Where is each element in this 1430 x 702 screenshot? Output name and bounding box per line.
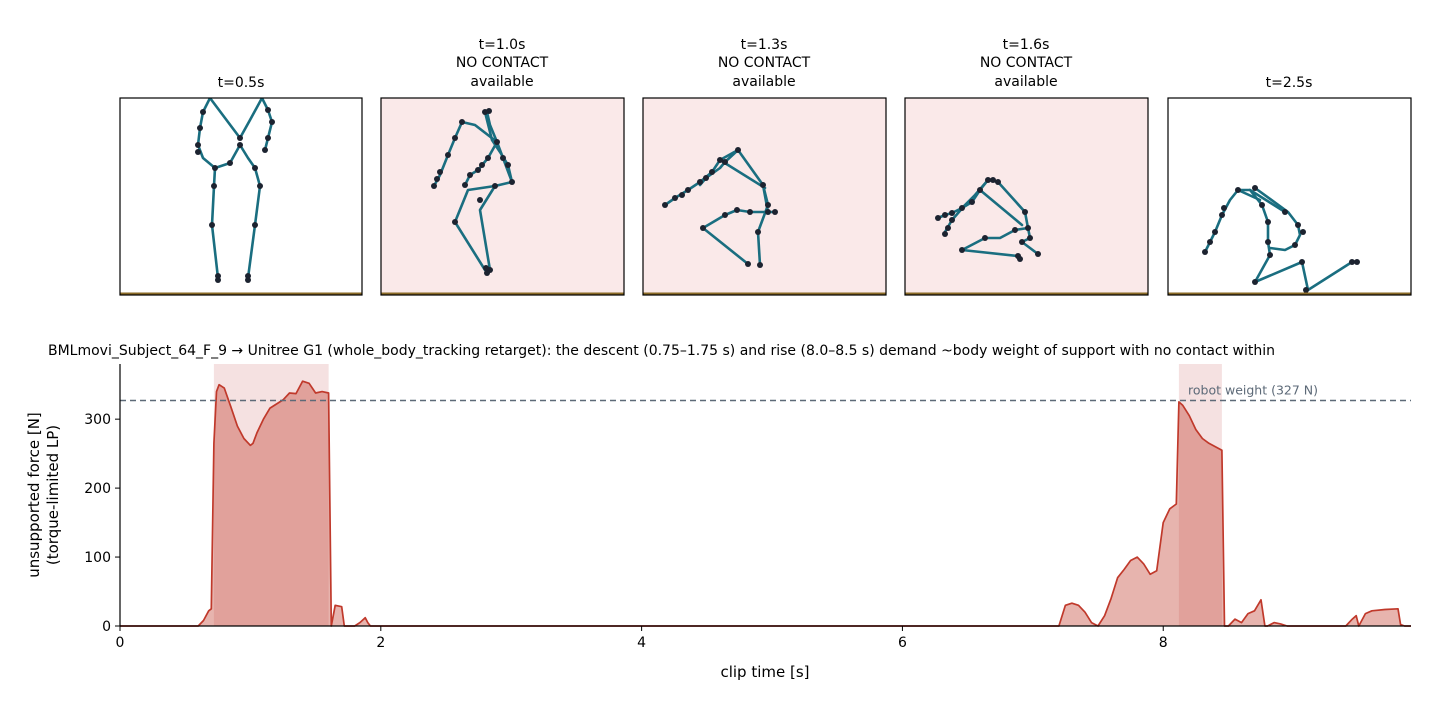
skeleton-panel-5	[1167, 97, 1412, 296]
x-tick-label: 0	[116, 635, 125, 651]
x-tick-label: 6	[898, 635, 907, 651]
y-axis-label-line-1: unsupported force [N]	[25, 412, 43, 578]
panel-1-background	[120, 98, 362, 295]
series-line	[120, 380, 1411, 627]
x-tick-label: 2	[376, 635, 385, 651]
panel-4-title-line-3: available	[994, 74, 1057, 90]
panel-1-skeleton	[196, 98, 274, 280]
panel-3-title-line-3: available	[732, 74, 795, 90]
series-area	[120, 381, 1411, 626]
panel-4-joints	[935, 177, 1041, 262]
panel-5-frame	[1167, 97, 1412, 296]
axes: 0 2 4 6 8 0 100 200 300	[84, 364, 1411, 651]
x-axis-label: clip time [s]	[720, 663, 809, 681]
reference-line-group: robot weight (327 N)	[120, 383, 1411, 402]
panel-1-joints	[195, 107, 275, 283]
panel-1-frame	[119, 97, 363, 296]
panel-2-joints	[431, 108, 515, 276]
panel-2-title-line-2: NO CONTACT	[456, 55, 549, 71]
panel-5-joints	[1202, 185, 1360, 293]
panel-2-background	[381, 98, 624, 295]
series-group	[120, 380, 1411, 627]
skeleton-panels: t=0.5s t=1.0s NO CONTACT available t=1.3…	[119, 37, 1412, 296]
panel-3-frame	[642, 97, 887, 296]
panel-4-background	[905, 98, 1148, 295]
panel-4-frame	[904, 97, 1149, 296]
skeleton-panel-3	[642, 97, 887, 296]
panel-5-background	[1168, 98, 1411, 295]
shaded-span-2	[1178, 364, 1222, 626]
panel-2-frame	[380, 97, 625, 296]
force-chart: BMLmovi_Subject_64_F_9 → Unitree G1 (who…	[25, 343, 1411, 681]
skeleton-panel-1	[119, 97, 363, 296]
panel-1-title-line-1: t=0.5s	[218, 75, 265, 91]
shaded-spans	[213, 364, 1222, 626]
panel-4-title-line-2: NO CONTACT	[980, 55, 1073, 71]
x-tick-label: 4	[637, 635, 646, 651]
panel-2-title-line-1: t=1.0s	[479, 37, 526, 53]
panel-2-title-line-3: available	[470, 74, 533, 90]
x-tick-label: 8	[1159, 635, 1168, 651]
skeleton-panel-2	[380, 97, 625, 296]
y-tick-label: 100	[84, 550, 111, 566]
panel-3-title-line-2: NO CONTACT	[718, 55, 811, 71]
chart-title: BMLmovi_Subject_64_F_9 → Unitree G1 (who…	[48, 343, 1275, 359]
panel-3-title-line-1: t=1.3s	[741, 37, 788, 53]
panel-5-title-line-1: t=2.5s	[1266, 75, 1313, 91]
skeleton-panel-4	[904, 97, 1149, 296]
y-axis-label-line-2: (torque-limited LP)	[44, 425, 62, 565]
reference-line-label: robot weight (327 N)	[1188, 383, 1318, 398]
y-tick-label: 300	[84, 412, 111, 428]
y-tick-label: 200	[84, 481, 111, 497]
panel-3-joints	[662, 147, 778, 268]
panel-4-title-line-1: t=1.6s	[1003, 37, 1050, 53]
y-tick-label: 0	[102, 619, 111, 635]
